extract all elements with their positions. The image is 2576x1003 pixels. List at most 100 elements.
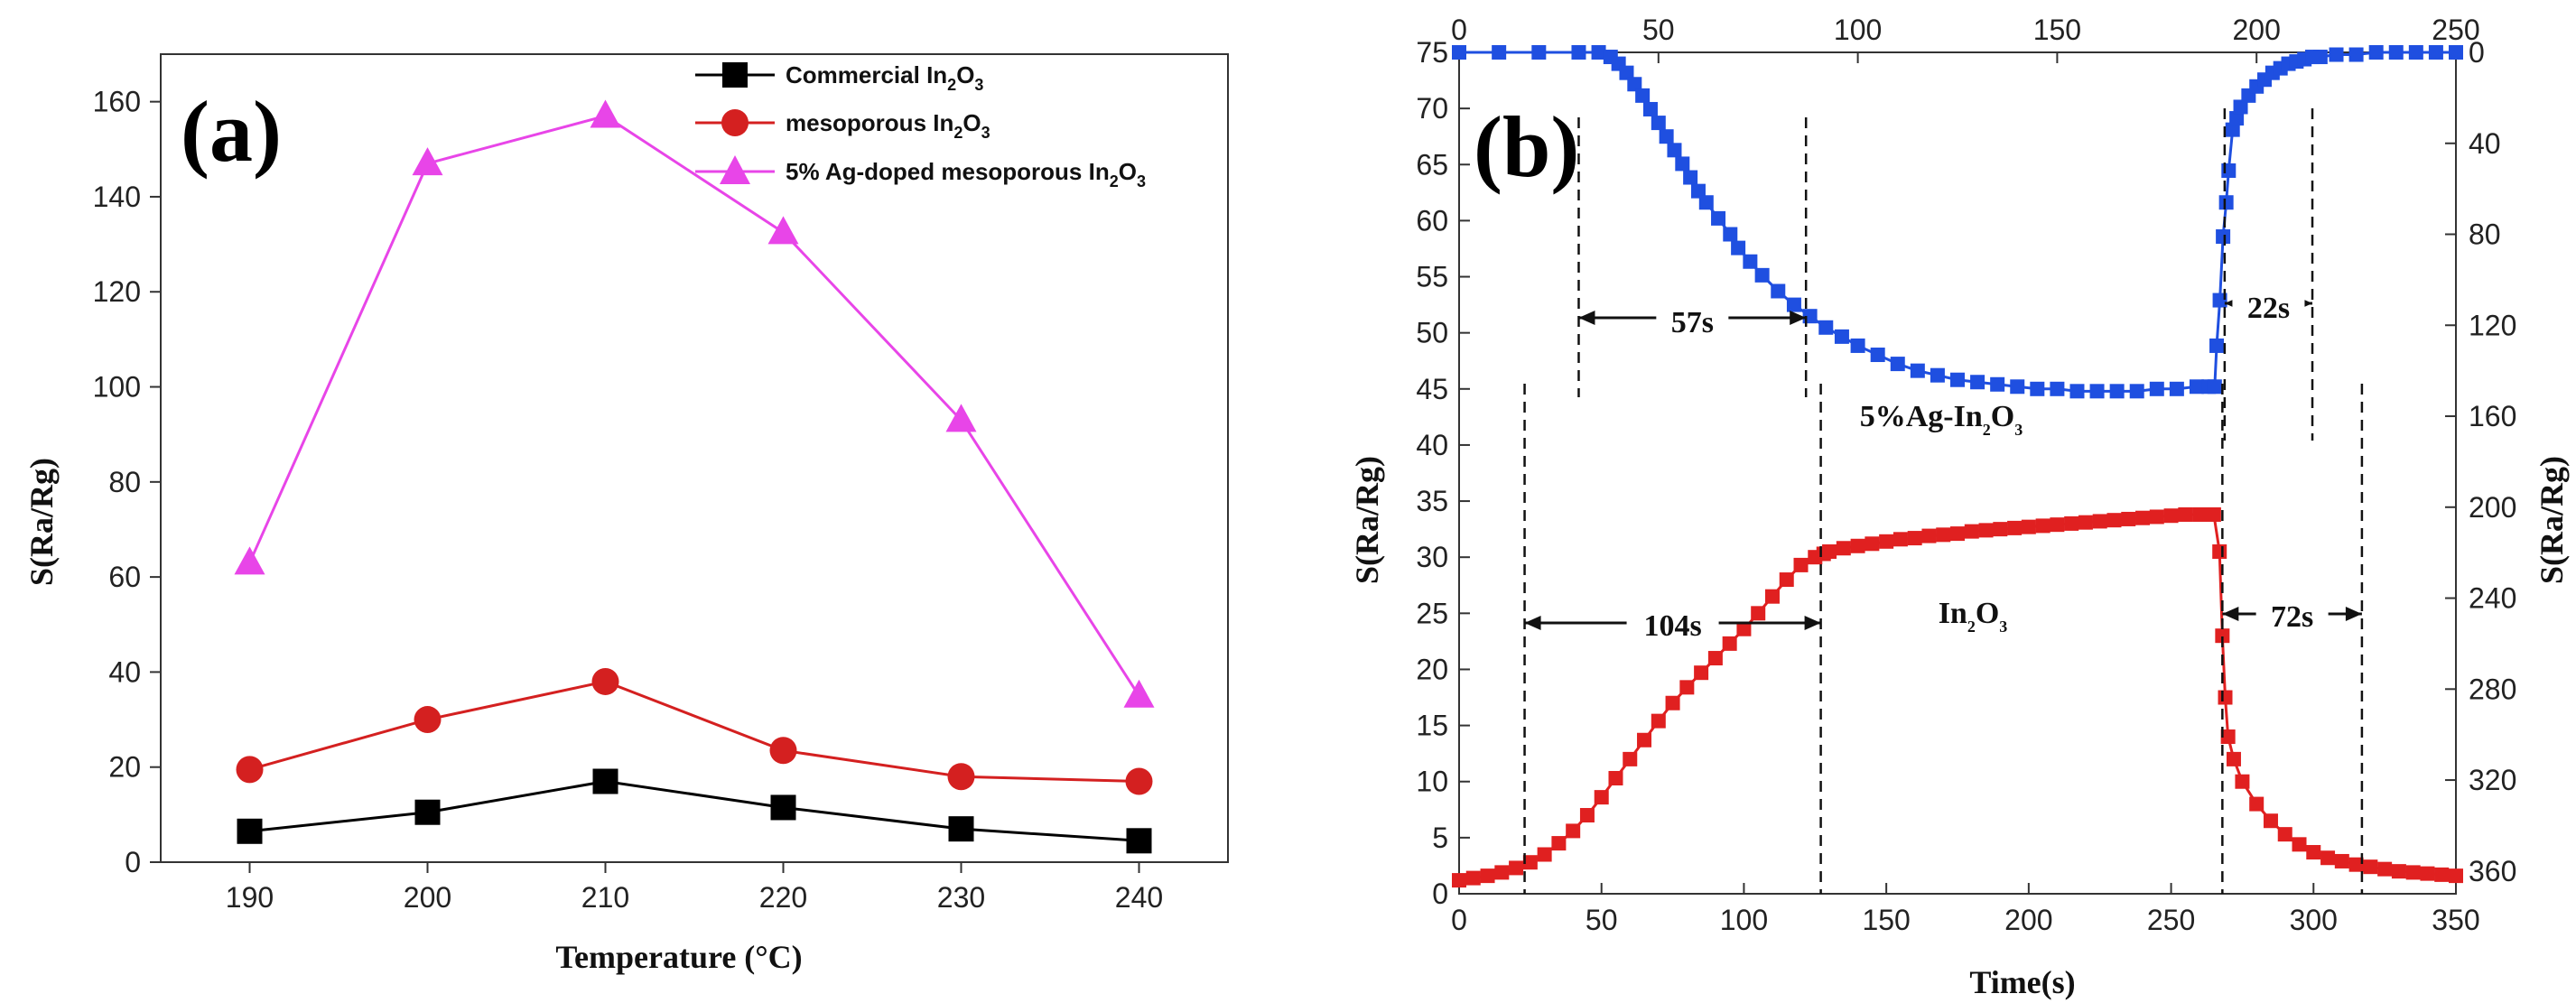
data-point-in2o3 — [2135, 510, 2151, 525]
panel-b-left-y-tick-label: 30 — [1416, 541, 1448, 573]
data-point-in2o3 — [1764, 589, 1780, 604]
data-point-5-ag-in2o3 — [2348, 47, 2364, 62]
panel-a-ticks: 190 200 210 220 230 240 0 20 40 60 80 100 120 140 160 — [93, 86, 1164, 914]
data-point-5-ag-in2o3 — [1786, 297, 1801, 312]
panel-b-left-y-tick-label: 50 — [1416, 317, 1448, 349]
legend-label-ag-doped: 5% Ag-doped mesoporous In2O3 — [786, 158, 1146, 190]
data-point-5-ag-in2o3 — [1731, 240, 1746, 255]
data-point-commercial-in2o3 — [770, 794, 796, 821]
panel-b-left-y-tick-label: 10 — [1416, 766, 1448, 798]
data-point-5-ag-doped-mesoporous-in2o3 — [412, 147, 443, 176]
data-point-in2o3 — [2215, 628, 2230, 644]
data-point-5-ag-in2o3 — [1818, 320, 1834, 335]
data-point-5-ag-in2o3 — [2010, 379, 2025, 395]
data-point-in2o3 — [2277, 827, 2292, 842]
data-point-in2o3 — [2078, 515, 2093, 530]
data-point-mesoporous-in2o3 — [769, 737, 797, 765]
data-point-in2o3 — [2106, 513, 2122, 528]
data-point-5-ag-in2o3 — [1771, 283, 1786, 299]
data-point-in2o3 — [2235, 774, 2250, 789]
data-point-5-ag-doped-mesoporous-in2o3 — [945, 404, 977, 432]
annotation-72s-label: 72s — [2271, 600, 2313, 634]
panel-b-top-x-tick-label: 50 — [1642, 14, 1675, 46]
panel-b-bottom-x-tick-label: 250 — [2147, 904, 2195, 936]
panel-a-axes — [160, 53, 1229, 863]
panel-a-x-tick-label: 190 — [226, 881, 274, 914]
data-point-in2o3 — [2035, 518, 2051, 534]
data-point-5-ag-in2o3 — [2129, 384, 2144, 399]
data-point-in2o3 — [2050, 517, 2065, 533]
panel-b-left-y-tick-label: 70 — [1416, 92, 1448, 125]
panel-a-label: (a) — [181, 83, 282, 180]
data-point-mesoporous-in2o3 — [591, 667, 619, 695]
panel-a-y-tick-label: 140 — [93, 181, 141, 213]
data-point-in2o3 — [2121, 511, 2136, 526]
data-point-5-ag-in2o3 — [1683, 170, 1698, 185]
panel-b-left-y-tick-label: 5 — [1432, 822, 1448, 854]
annotation-72s-label-bg — [2255, 592, 2329, 628]
panel-b-right-y-axis-title: S(Ra/Rg) — [2534, 456, 2570, 584]
data-point-commercial-in2o3 — [1126, 828, 1152, 854]
data-point-in2o3 — [1936, 527, 1951, 543]
data-point-in2o3 — [2405, 865, 2421, 880]
panel-b-series — [1452, 45, 2463, 888]
series-line-5-ag-doped-mesoporous-in2o3 — [248, 114, 1140, 697]
panel-b-left-y-tick-label: 0 — [1432, 878, 1448, 910]
data-point-in2o3 — [2092, 514, 2107, 529]
panel-b-left-y-tick-label: 25 — [1416, 597, 1448, 629]
data-point-5-ag-in2o3 — [2218, 195, 2234, 210]
panel-b-plot-frame — [1458, 51, 2457, 895]
legend-marker-circle — [721, 109, 749, 136]
data-point-5-ag-in2o3 — [1930, 367, 1945, 383]
data-point-in2o3 — [2292, 837, 2307, 852]
data-point-in2o3 — [1722, 636, 1737, 651]
data-point-in2o3 — [2434, 867, 2450, 882]
panel-b-left-y-tick-label: 60 — [1416, 204, 1448, 237]
data-point-in2o3 — [1623, 751, 1638, 766]
data-point-5-ag-in2o3 — [2189, 379, 2204, 395]
data-point-in2o3 — [1978, 523, 1994, 538]
data-point-in2o3 — [1551, 836, 1567, 851]
data-point-in2o3 — [1879, 534, 1894, 549]
panel-b-right-y-tick-label: 0 — [2469, 36, 2485, 69]
data-point-in2o3 — [1480, 868, 1495, 884]
panel-a-series — [234, 99, 1155, 854]
data-point-in2o3 — [2391, 864, 2406, 879]
data-point-5-ag-in2o3 — [2209, 338, 2225, 353]
data-point-in2o3 — [2320, 850, 2336, 866]
legend-item-ag-doped: 5% Ag-doped mesoporous In2O3 — [695, 155, 1146, 190]
panel-a-y-tick-label: 120 — [93, 275, 141, 308]
data-point-5-ag-doped-mesoporous-in2o3 — [234, 546, 265, 575]
annotation-57s-arrowhead-left — [1578, 311, 1595, 325]
data-point-5-ag-in2o3 — [1642, 101, 1658, 116]
data-point-5-ag-in2o3 — [1950, 372, 1965, 387]
data-point-5-ag-in2o3 — [1675, 156, 1690, 172]
data-point-5-ag-in2o3 — [1651, 116, 1666, 131]
data-point-5-ag-in2o3 — [2169, 381, 2184, 396]
data-point-5-ag-in2o3 — [1870, 348, 1885, 363]
data-point-5-ag-in2o3 — [2449, 45, 2463, 60]
panel-b-bottom-x-tick-label: 150 — [1862, 904, 1910, 936]
legend-label-mesoporous: mesoporous In2O3 — [786, 109, 990, 142]
data-point-in2o3 — [2263, 813, 2278, 829]
data-point-in2o3 — [2377, 861, 2393, 877]
data-point-5-ag-doped-mesoporous-in2o3 — [1123, 679, 1155, 708]
data-point-in2o3 — [1865, 536, 1880, 552]
panel-b-bottom-x-tick-label: 200 — [2004, 904, 2052, 936]
panel-b-right-y-tick-label: 160 — [2469, 400, 2516, 432]
panel-a-x-tick-label: 240 — [1115, 881, 1163, 914]
panel-b-right-y-tick-label: 240 — [2469, 582, 2516, 615]
data-point-in2o3 — [1594, 790, 1609, 805]
series-line-mesoporous-in2o3 — [249, 680, 1139, 783]
data-point-in2o3 — [1651, 713, 1666, 729]
panel-b-bottom-x-tick-label: 0 — [1451, 904, 1467, 936]
data-point-in2o3 — [2064, 515, 2079, 531]
data-point-5-ag-in2o3 — [1492, 45, 1507, 60]
data-point-commercial-in2o3 — [237, 818, 263, 844]
panel-b-left-y-tick-label: 20 — [1416, 653, 1448, 685]
panel-b-left-y-tick-label: 45 — [1416, 373, 1448, 405]
data-point-5-ag-in2o3 — [2428, 45, 2443, 60]
data-point-in2o3 — [2218, 690, 2233, 705]
